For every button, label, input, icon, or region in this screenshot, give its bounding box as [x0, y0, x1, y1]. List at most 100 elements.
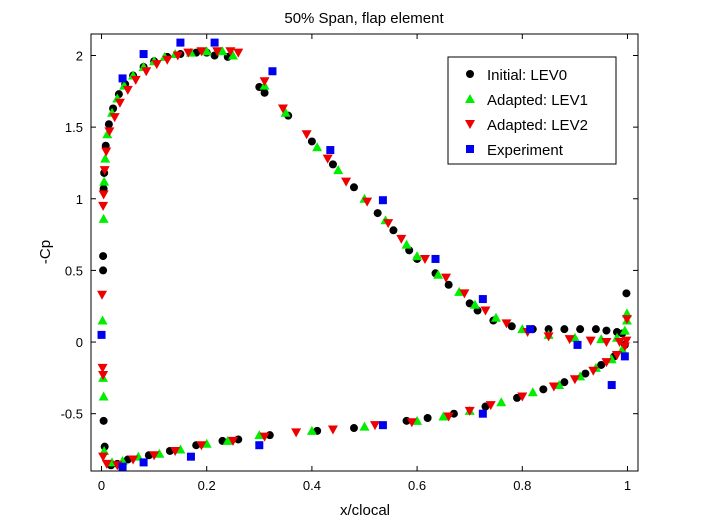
data-point-adapted-lev2 — [588, 366, 599, 376]
data-point-experiment — [176, 38, 185, 47]
data-point-adapted-lev1 — [333, 165, 344, 175]
data-point-initial-lev0 — [260, 88, 269, 97]
data-point-experiment — [118, 462, 127, 471]
data-point-adapted-lev2 — [621, 315, 632, 325]
data-point-adapted-lev2 — [480, 306, 491, 316]
legend-marker-adapted-lev2 — [465, 120, 475, 129]
data-point-initial-lev0 — [507, 322, 516, 331]
data-point-adapted-lev1 — [359, 421, 370, 431]
data-point-adapted-lev2 — [406, 418, 417, 428]
data-point-adapted-lev1 — [217, 46, 228, 56]
data-series — [97, 38, 632, 471]
data-point-adapted-lev2 — [101, 459, 112, 469]
data-point-adapted-lev1 — [438, 411, 449, 421]
data-point-adapted-lev1 — [412, 251, 423, 261]
y-tick-label: 1 — [76, 192, 83, 207]
data-point-initial-lev0 — [373, 209, 382, 218]
data-point-adapted-lev1 — [401, 239, 412, 249]
data-point-adapted-lev2 — [98, 201, 109, 211]
data-point-experiment — [186, 452, 195, 461]
data-point-initial-lev0 — [576, 325, 585, 334]
legend-label-adapted-lev2: Adapted: LEV2 — [487, 117, 588, 134]
data-point-adapted-lev1 — [97, 315, 108, 325]
data-point-initial-lev0 — [328, 160, 337, 169]
data-point-initial-lev0 — [349, 183, 358, 192]
legend-label-adapted-lev1: Adapted: LEV1 — [487, 92, 588, 109]
data-point-initial-lev0 — [99, 252, 108, 261]
data-point-initial-lev0 — [449, 409, 458, 418]
y-axis-label: -Cp — [37, 240, 54, 264]
data-point-adapted-lev1 — [554, 380, 565, 390]
data-point-adapted-lev2 — [259, 432, 270, 442]
data-point-adapted-lev1 — [469, 299, 480, 309]
data-point-adapted-lev2 — [97, 363, 108, 373]
data-point-adapted-lev2 — [601, 338, 612, 348]
data-point-adapted-lev1 — [496, 397, 507, 407]
y-tick-label: 0.5 — [65, 263, 83, 278]
data-point-adapted-lev2 — [322, 154, 333, 164]
data-point-adapted-lev2 — [443, 412, 454, 422]
data-point-adapted-lev2 — [228, 436, 239, 446]
data-point-adapted-lev1 — [228, 50, 239, 60]
data-point-adapted-lev1 — [254, 430, 265, 440]
data-point-adapted-lev2 — [172, 51, 183, 61]
data-point-adapted-lev2 — [621, 336, 632, 346]
data-point-adapted-lev1 — [100, 153, 111, 163]
data-point-adapted-lev2 — [459, 289, 470, 299]
data-point-adapted-lev1 — [222, 435, 233, 445]
data-point-adapted-lev1 — [154, 448, 165, 458]
y-tick-label: -0.5 — [61, 407, 83, 422]
data-point-adapted-lev2 — [501, 319, 512, 329]
data-point-initial-lev0 — [513, 393, 522, 402]
data-point-adapted-lev2 — [128, 455, 139, 465]
data-point-initial-lev0 — [544, 325, 553, 334]
data-point-initial-lev0 — [539, 385, 548, 394]
data-point-initial-lev0 — [581, 369, 590, 378]
data-point-adapted-lev2 — [130, 75, 141, 85]
data-point-adapted-lev1 — [527, 387, 538, 397]
x-tick-label: 0.2 — [198, 478, 216, 493]
data-point-adapted-lev2 — [114, 98, 125, 108]
data-point-adapted-lev2 — [151, 60, 162, 70]
data-point-initial-lev0 — [597, 360, 606, 369]
data-point-experiment — [118, 74, 127, 83]
data-point-adapted-lev1 — [102, 129, 113, 139]
data-point-adapted-lev2 — [196, 441, 207, 451]
x-tick-label: 1 — [624, 478, 631, 493]
data-point-adapted-lev2 — [99, 166, 110, 176]
data-point-experiment — [210, 38, 219, 47]
data-point-initial-lev0 — [560, 325, 569, 334]
data-point-initial-lev0 — [591, 325, 600, 334]
data-point-adapted-lev2 — [101, 147, 112, 157]
data-point-adapted-lev2 — [419, 254, 430, 264]
data-point-experiment — [255, 441, 264, 450]
data-point-initial-lev0 — [349, 424, 358, 433]
legend-label-experiment: Experiment — [487, 142, 564, 159]
y-tick-label: 1.5 — [65, 120, 83, 135]
data-point-adapted-lev2 — [370, 421, 381, 431]
data-point-experiment — [97, 330, 106, 339]
data-point-adapted-lev1 — [569, 332, 580, 342]
data-point-adapted-lev2 — [97, 290, 108, 300]
data-point-adapted-lev1 — [201, 438, 212, 448]
data-point-adapted-lev2 — [183, 48, 194, 58]
data-point-adapted-lev2 — [441, 273, 452, 283]
x-axis-label: x/clocal — [340, 502, 390, 519]
x-tick-label: 0.8 — [513, 478, 531, 493]
data-point-initial-lev0 — [104, 120, 113, 129]
data-point-adapted-lev2 — [122, 85, 133, 95]
y-tick-label: 0 — [76, 335, 83, 350]
data-point-adapted-lev2 — [98, 452, 109, 462]
data-point-experiment — [478, 409, 487, 418]
data-point-adapted-lev2 — [301, 130, 312, 140]
data-point-adapted-lev1 — [312, 142, 323, 152]
data-point-adapted-lev2 — [396, 234, 407, 244]
y-axis: -0.5 0 0.5 1 1.5 2 — [61, 48, 638, 422]
x-tick-label: 0.4 — [303, 478, 321, 493]
data-point-adapted-lev1 — [98, 391, 109, 401]
data-point-adapted-lev1 — [99, 176, 110, 186]
data-point-initial-lev0 — [465, 299, 474, 308]
data-point-experiment — [573, 340, 582, 349]
legend-marker-experiment — [466, 145, 474, 153]
data-point-adapted-lev2 — [327, 425, 338, 435]
